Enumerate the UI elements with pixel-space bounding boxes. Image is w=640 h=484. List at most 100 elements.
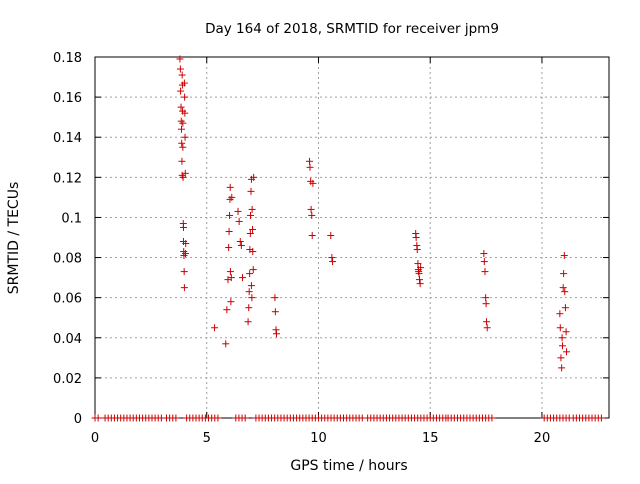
data-point — [179, 119, 187, 127]
data-point — [417, 264, 425, 272]
data-point — [223, 306, 231, 314]
data-point — [176, 65, 184, 73]
data-point — [245, 288, 253, 296]
data-point — [556, 310, 564, 318]
data-point — [414, 260, 422, 268]
x-tick-label: 20 — [534, 431, 551, 446]
x-tick-label: 10 — [310, 431, 327, 446]
data-point — [328, 254, 336, 262]
y-tick-label: 0.16 — [53, 91, 82, 106]
y-tick-label: 0 — [74, 412, 82, 427]
data-point — [182, 250, 190, 258]
data-point — [178, 157, 186, 165]
y-tick-label: 0.12 — [53, 171, 82, 186]
data-point — [327, 231, 335, 239]
plot-frame — [94, 56, 610, 419]
data-point — [249, 225, 257, 233]
data-point — [249, 248, 257, 256]
data-point — [483, 324, 491, 332]
data-point — [244, 318, 252, 326]
data-point — [235, 217, 243, 225]
data-point — [228, 193, 236, 201]
data-points — [91, 55, 605, 422]
data-point — [482, 294, 490, 302]
data-point — [226, 211, 234, 219]
data-point-zero — [488, 414, 496, 422]
data-point — [236, 238, 244, 246]
data-point — [246, 229, 254, 237]
data-point — [416, 280, 424, 288]
y-tick-label: 0.14 — [53, 131, 82, 146]
data-point — [247, 211, 255, 219]
data-point — [234, 207, 242, 215]
data-point-zero — [172, 414, 180, 422]
data-point — [227, 298, 235, 306]
y-tick-label: 0.06 — [53, 292, 82, 307]
data-point — [248, 294, 256, 302]
data-point — [329, 258, 337, 266]
data-point — [308, 231, 316, 239]
data-point-zero — [214, 414, 222, 422]
data-point — [308, 211, 316, 219]
data-point — [237, 242, 245, 250]
data-point — [558, 334, 566, 342]
data-point — [180, 79, 188, 87]
data-point — [182, 240, 190, 248]
data-point — [272, 330, 280, 338]
data-point — [226, 183, 234, 191]
y-tick-label: 0.04 — [53, 332, 82, 347]
data-point — [480, 250, 488, 258]
data-point — [556, 324, 564, 332]
data-point — [563, 348, 571, 356]
data-point — [412, 234, 420, 241]
data-point — [176, 55, 184, 63]
data-point-zero — [597, 414, 605, 422]
data-point — [480, 258, 488, 266]
data-point — [211, 324, 219, 332]
data-point — [558, 364, 566, 372]
data-point — [247, 187, 255, 195]
data-point-zero — [241, 414, 249, 422]
data-point — [180, 268, 188, 276]
data-point — [225, 227, 233, 235]
data-point — [177, 125, 185, 133]
data-point — [306, 163, 314, 171]
x-tick-label: 5 — [203, 431, 211, 446]
data-point — [177, 103, 185, 111]
data-point — [306, 157, 314, 165]
data-point — [561, 288, 569, 296]
data-point — [181, 133, 189, 141]
data-point — [483, 318, 491, 326]
x-axis-label: GPS time / hours — [290, 458, 407, 474]
data-point — [246, 270, 254, 278]
data-point — [309, 179, 317, 187]
data-point — [179, 143, 187, 151]
data-point — [180, 284, 188, 292]
data-point-zero — [94, 414, 102, 422]
y-tick-label: 0.02 — [53, 372, 82, 387]
y-axis-label: SRMTID / TECUs — [6, 182, 22, 295]
data-point — [561, 304, 569, 312]
x-tick-label: 15 — [422, 431, 439, 446]
data-point — [177, 87, 185, 95]
data-point — [560, 252, 568, 260]
data-point — [560, 270, 568, 278]
data-point — [248, 205, 256, 213]
data-point — [181, 93, 189, 101]
data-point — [415, 276, 423, 284]
data-point — [482, 300, 490, 308]
data-point — [238, 274, 246, 282]
data-point — [179, 173, 187, 181]
y-tick-label: 0.08 — [53, 252, 82, 267]
axes: 0 0.02 0.04 0.06 0.08 0.1 0.12 0.14 0.16 0.18 0 5 10… — [53, 51, 610, 446]
y-tick-label: 0.1 — [61, 211, 82, 226]
data-point — [481, 268, 489, 276]
data-point — [559, 342, 567, 350]
data-point — [249, 266, 257, 274]
data-point — [413, 246, 421, 254]
data-point — [271, 294, 279, 302]
data-point — [178, 139, 186, 147]
data-point — [557, 354, 565, 362]
